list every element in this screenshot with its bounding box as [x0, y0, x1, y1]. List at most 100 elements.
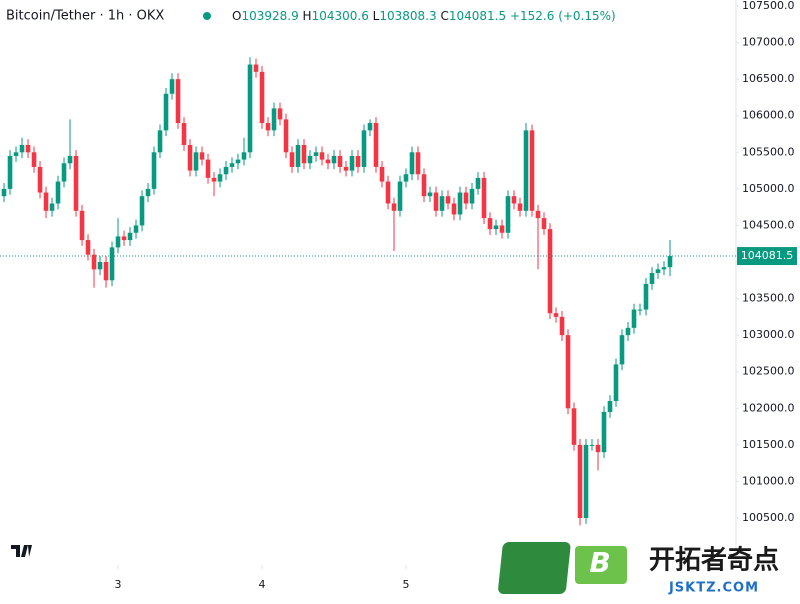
logo-mark — [11, 545, 32, 557]
candle-body — [133, 225, 139, 233]
o-label: O — [232, 9, 241, 23]
candle-body — [163, 93, 169, 131]
candle-body — [625, 327, 631, 336]
candle-body — [205, 159, 211, 178]
y-tick-label: 102500.0 — [742, 365, 795, 378]
y-tick-label: 107000.0 — [742, 36, 795, 49]
candle-body — [547, 229, 553, 314]
candle-body — [643, 283, 649, 310]
candle-body — [529, 130, 535, 211]
candle-body — [1, 188, 7, 197]
candle-body — [241, 152, 247, 160]
candle-body — [313, 152, 319, 156]
candle-body — [601, 411, 607, 453]
candle-body — [661, 267, 667, 270]
header: Bitcoin/Tether · 1h · OKX O103928.9 H104… — [6, 9, 616, 24]
x-tick-label: 4 — [259, 578, 266, 591]
site-text: JSKTZ.COM — [668, 581, 759, 596]
candle-body — [493, 225, 499, 230]
candle-body — [505, 196, 511, 233]
candle-body — [667, 256, 673, 268]
candle-body — [637, 309, 643, 311]
candle-body — [169, 79, 175, 94]
candle-body — [427, 192, 433, 197]
candle-body — [559, 316, 565, 336]
candle-body — [277, 108, 283, 120]
candle-body — [199, 152, 205, 160]
candle-body — [61, 163, 67, 182]
l-value: 103808.3 — [379, 9, 436, 23]
watermark: B 开拓者奇点 JSKTZ.COM — [498, 542, 779, 596]
candle-body — [613, 364, 619, 401]
candle-body — [217, 174, 223, 182]
candle-body — [25, 144, 31, 153]
candle-body — [151, 152, 157, 189]
candle-body — [103, 262, 109, 281]
y-tick-label: 107500.0 — [742, 0, 795, 12]
candle-body — [583, 444, 589, 519]
candle-body — [283, 119, 289, 153]
y-tick-label: 101000.0 — [742, 474, 795, 487]
candle-body — [157, 130, 163, 153]
candle-body — [295, 144, 301, 167]
candle-body — [319, 152, 325, 160]
candle-body — [523, 130, 529, 211]
candle-body — [229, 163, 235, 167]
logo-letter: B — [589, 546, 610, 579]
candle-body — [553, 313, 559, 317]
c-value: 104081.5 — [449, 9, 506, 23]
candle-body — [55, 181, 61, 204]
y-tick-label: 106000.0 — [742, 109, 795, 122]
candle-body — [589, 444, 595, 446]
y-tick-label: 105500.0 — [742, 145, 795, 158]
x-tick-label: 5 — [403, 578, 410, 591]
candle-body — [109, 247, 115, 281]
symbol-title: Bitcoin/Tether · 1h · OKX — [6, 9, 164, 24]
candle-body — [127, 232, 133, 241]
o-value: 103928.9 — [241, 9, 298, 23]
candle-body — [289, 152, 295, 167]
candle-body — [97, 262, 103, 270]
y-tick-label: 106500.0 — [742, 72, 795, 85]
candle-body — [403, 174, 409, 182]
candle-body — [139, 196, 145, 226]
h-label: H — [303, 9, 312, 23]
candle-body — [397, 181, 403, 211]
candle-body — [487, 218, 493, 230]
h-value: 104300.6 — [312, 9, 369, 23]
candle-body — [145, 188, 151, 197]
candle-body — [535, 210, 541, 219]
candle-body — [253, 64, 259, 72]
candle-body — [187, 144, 193, 171]
candle-body — [517, 203, 523, 211]
candle-body — [451, 203, 457, 215]
candle-body — [193, 152, 199, 171]
y-tick-label: 104500.0 — [742, 218, 795, 231]
candle-body — [247, 64, 253, 153]
candle-body — [655, 269, 661, 273]
tv-logo — [6, 536, 40, 564]
candle-body — [349, 155, 355, 171]
candle-body — [385, 181, 391, 204]
candle-body — [175, 79, 181, 124]
candle-body — [181, 123, 187, 145]
l-label: L — [373, 9, 380, 23]
candle-body — [619, 335, 625, 365]
candle-body — [499, 225, 505, 233]
candle-body — [361, 130, 367, 167]
candle-body — [13, 152, 19, 156]
last-price-box — [737, 247, 797, 266]
candle-body — [307, 155, 313, 164]
candle-body — [421, 174, 427, 197]
candle-body — [121, 236, 127, 241]
y-tick-label: 101500.0 — [742, 438, 795, 451]
x-tick-label: 3 — [115, 578, 122, 591]
candle-body — [463, 192, 469, 204]
y-tick-label: 100500.0 — [742, 511, 795, 524]
candle-body — [7, 155, 13, 189]
candle-body — [439, 196, 445, 211]
candle-body — [223, 166, 229, 175]
